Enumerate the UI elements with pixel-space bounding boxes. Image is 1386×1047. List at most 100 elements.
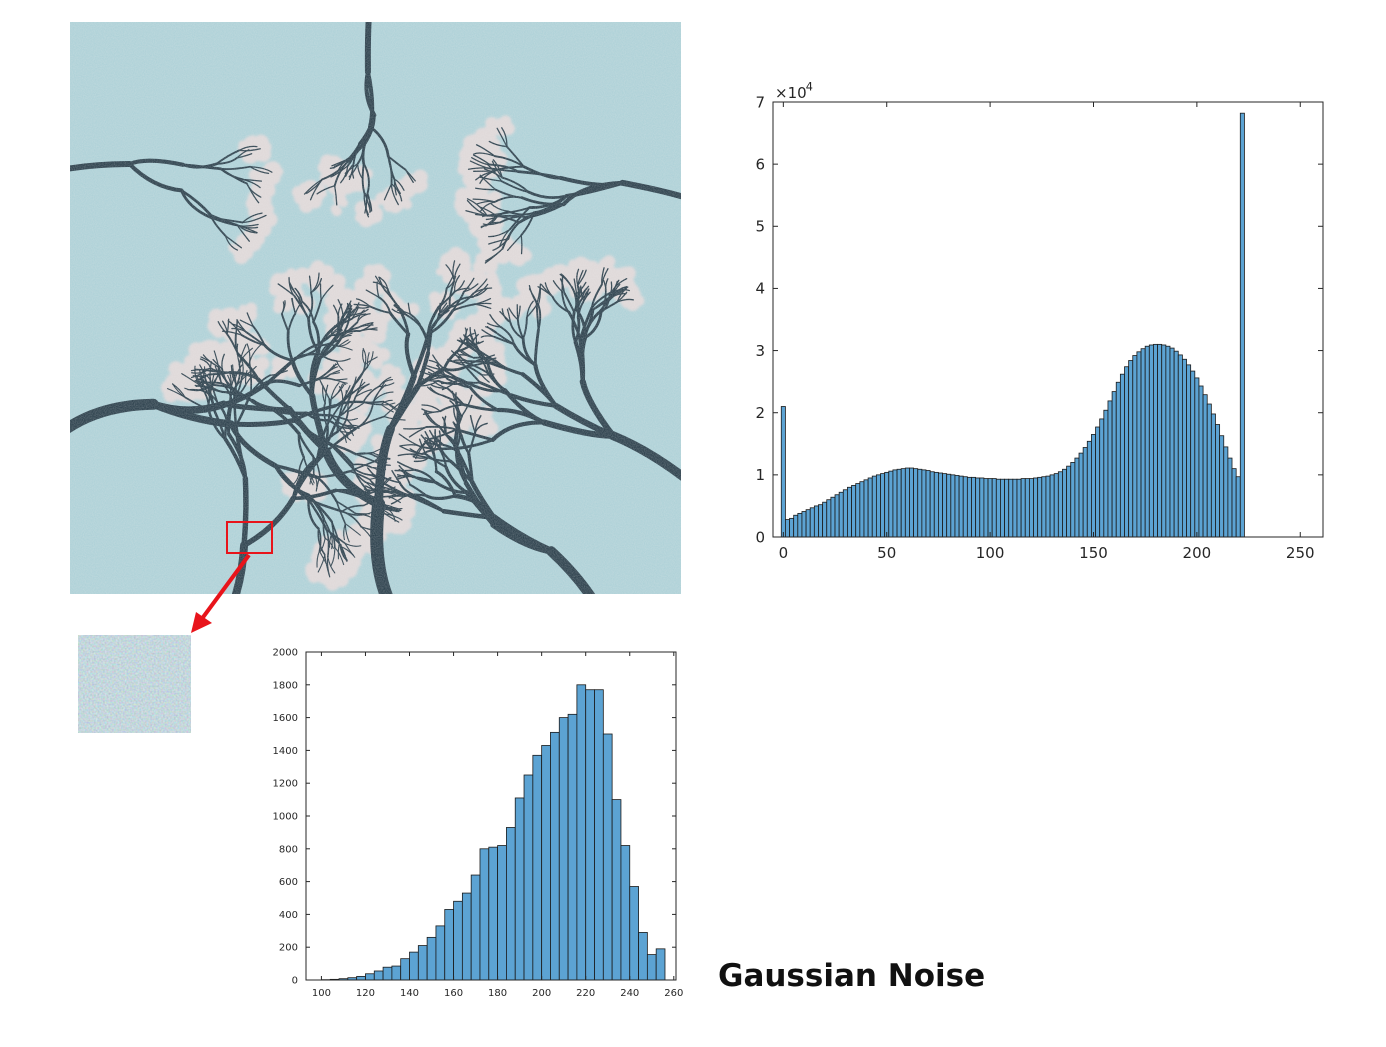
full-histogram-y-tick-label: 7 bbox=[755, 93, 765, 111]
full-histogram-bar bbox=[789, 517, 795, 538]
full-histogram-bar bbox=[880, 473, 886, 538]
full-histogram-bar bbox=[1037, 476, 1043, 538]
patch-histogram-y-tick-label: 1200 bbox=[273, 779, 298, 790]
patch-histogram-y-tick-label: 1600 bbox=[273, 713, 298, 724]
full-histogram-bar bbox=[1099, 418, 1105, 538]
full-histogram-bar bbox=[842, 489, 848, 538]
full-histogram-bar bbox=[904, 467, 910, 538]
full-histogram-bar bbox=[962, 476, 968, 538]
patch-histogram-bar bbox=[417, 945, 428, 981]
full-histogram-bar bbox=[1070, 462, 1076, 538]
patch-histogram-bar bbox=[585, 689, 595, 981]
patch-histogram-y-tick-label: 800 bbox=[279, 844, 298, 855]
full-histogram-bar bbox=[1053, 473, 1059, 538]
patch-histogram-x-tick-label: 120 bbox=[356, 988, 375, 999]
full-histogram-bar bbox=[987, 478, 993, 538]
full-histogram-bar bbox=[913, 468, 919, 538]
full-histogram-bar bbox=[1202, 394, 1208, 538]
full-histogram-bar bbox=[942, 473, 948, 538]
full-histogram-bar bbox=[1091, 434, 1096, 538]
full-histogram-bar bbox=[1095, 426, 1101, 538]
full-histogram-bar bbox=[946, 473, 952, 538]
full-histogram-bar bbox=[1223, 446, 1229, 538]
full-histogram-bar bbox=[1239, 112, 1245, 538]
full-histogram-bar bbox=[859, 481, 865, 538]
patch-histogram-bar bbox=[514, 797, 525, 981]
full-histogram-bar bbox=[1206, 403, 1212, 538]
full-histogram-bar bbox=[1033, 477, 1039, 538]
patch-histogram-bar bbox=[479, 848, 490, 981]
full-histogram-bar bbox=[793, 514, 799, 538]
patch-histogram-bar bbox=[646, 954, 657, 981]
full-histogram-bar bbox=[1153, 343, 1158, 538]
full-histogram-bar bbox=[1198, 385, 1204, 538]
patch-histogram-bar bbox=[426, 936, 437, 981]
full-histogram-bar bbox=[1173, 350, 1179, 538]
full-histogram-bar bbox=[966, 476, 972, 538]
patch-histogram-x-tick-label: 180 bbox=[488, 988, 507, 999]
full-histogram-bar bbox=[979, 477, 985, 538]
full-histogram-bar bbox=[871, 475, 877, 538]
patch-histogram-bar bbox=[655, 948, 666, 981]
full-histogram-bar bbox=[826, 499, 832, 538]
full-histogram-bar bbox=[909, 467, 915, 538]
patch-histogram-bar bbox=[488, 846, 499, 981]
full-histogram-x-tick-label: 0 bbox=[779, 544, 789, 562]
full-histogram-bar bbox=[1219, 435, 1225, 538]
patch-histogram-x-tick-label: 100 bbox=[312, 988, 331, 999]
patch-histogram-bars bbox=[321, 684, 666, 981]
full-histogram-bar bbox=[805, 509, 811, 538]
patch-histogram-y-tick-label: 1800 bbox=[273, 680, 298, 691]
full-histogram-bar bbox=[847, 486, 852, 538]
full-histogram-bar bbox=[1062, 468, 1068, 538]
full-histogram-bar bbox=[896, 468, 902, 538]
full-histogram-y-tick-label: 2 bbox=[755, 404, 765, 422]
full-histogram-bar bbox=[958, 475, 964, 538]
full-histogram-x-tick-label: 150 bbox=[1079, 544, 1108, 562]
full-histogram-bar bbox=[1020, 478, 1026, 538]
full-histogram-bar bbox=[975, 477, 981, 538]
full-histogram-bar bbox=[1057, 471, 1063, 538]
full-histogram-bar bbox=[780, 406, 786, 538]
full-histogram-y-tick-label: 0 bbox=[755, 528, 765, 546]
full-histogram-bar bbox=[822, 501, 828, 538]
full-histogram-bar bbox=[1177, 354, 1183, 538]
full-histogram-x-tick-label: 50 bbox=[877, 544, 896, 562]
patch-histogram-y-tick-label: 600 bbox=[279, 877, 298, 888]
full-histogram-x-tick-label: 100 bbox=[976, 544, 1005, 562]
patch-histogram-bar bbox=[461, 892, 472, 981]
patch-histogram-bar bbox=[558, 717, 569, 981]
patch-histogram-bar bbox=[497, 845, 507, 981]
full-histogram-bar bbox=[797, 512, 803, 538]
full-histogram-bar bbox=[1066, 465, 1072, 538]
full-histogram-bar bbox=[1049, 474, 1055, 538]
full-histogram-bar bbox=[925, 470, 931, 538]
full-histogram-bar bbox=[1144, 345, 1150, 538]
caption: Gaussian Noise bbox=[718, 958, 986, 994]
full-histogram-bar bbox=[1028, 478, 1034, 538]
full-histogram-axes-box bbox=[772, 101, 1324, 538]
full-histogram-bar bbox=[813, 505, 819, 538]
patch-histogram-x-tick-label: 220 bbox=[576, 988, 595, 999]
full-histogram-bar bbox=[1165, 345, 1171, 538]
patch-histogram-bar bbox=[506, 827, 516, 981]
full-histogram-bar bbox=[1111, 391, 1117, 538]
full-histogram-bar bbox=[838, 491, 844, 538]
full-histogram-bar bbox=[1186, 364, 1192, 538]
full-histogram-bar bbox=[867, 477, 873, 538]
full-histogram-bar bbox=[1041, 476, 1047, 538]
full-histogram-bar bbox=[917, 468, 923, 538]
patch-histogram-bar bbox=[550, 731, 560, 981]
patch-histogram-bar bbox=[611, 799, 622, 981]
full-histogram-x-tick-label: 250 bbox=[1286, 544, 1315, 562]
full-histogram-bar bbox=[1215, 424, 1221, 538]
patch-histogram-bar bbox=[523, 774, 534, 981]
full-histogram-bar bbox=[851, 485, 857, 538]
full-histogram-bar bbox=[1194, 377, 1200, 538]
patch-histogram-bar bbox=[638, 932, 648, 981]
full-histogram-bar bbox=[1119, 373, 1125, 538]
patch-histogram-bar bbox=[470, 874, 481, 981]
full-histogram-bar bbox=[1078, 452, 1084, 538]
full-histogram-bar bbox=[933, 471, 939, 538]
full-histogram-bar bbox=[1136, 351, 1142, 538]
